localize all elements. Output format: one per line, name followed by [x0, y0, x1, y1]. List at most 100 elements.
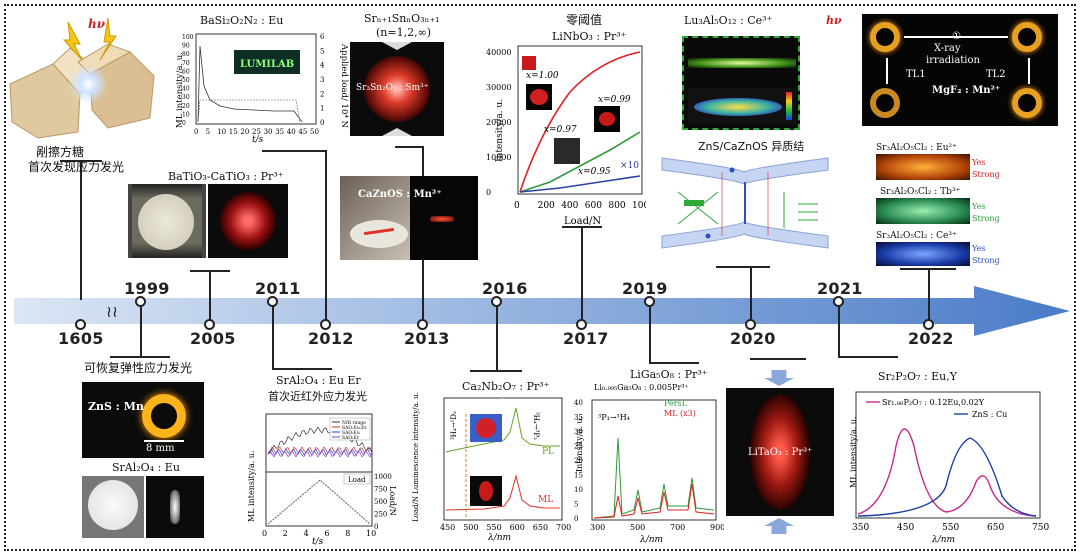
sugar-cubes-illustration: hν [9, 17, 155, 139]
liga-y-tick-5: 15 [574, 472, 583, 480]
node-2012 [320, 319, 331, 330]
label-2011-b: 首次近红外应力发光 [268, 390, 367, 403]
sral-er-legend-2: SAO:Eu [342, 430, 360, 436]
liga-sub: Li₀.₉₉₅Ga₅O₈ : 0.005Pr³⁺ [594, 383, 689, 392]
year-2019: 2019 [622, 279, 668, 298]
basi-y-tick-6: 40 [182, 86, 190, 93]
label-1999: 可恢复弹性应力发光 [84, 361, 193, 375]
down-arrow [764, 370, 794, 386]
sral-er-legend-0: NIR range [342, 420, 366, 426]
figure-frame [4, 4, 1076, 551]
litao-label: LiTaO₃ : Pr³⁺ [748, 447, 813, 458]
mgf2-xray: X-ray [934, 43, 961, 54]
label-2022-c: Sr₃Al₂O₅Cl₂ : Ce³⁺ [876, 231, 957, 241]
label-1605: 剐擦方糖 [36, 145, 85, 159]
zns-mn-photo: ZnS : Mn 8 mm [82, 382, 204, 458]
x099-label: x=0.99 [598, 95, 631, 105]
linbo-y-tick-4: 0 [486, 188, 491, 197]
srp-x-tick-3: 650 [987, 523, 1004, 533]
liga-y-tick-8: 0 [574, 515, 578, 523]
basi-x-tick-9: 45 [298, 128, 307, 136]
basi-x-tick-0: 0 [194, 128, 198, 136]
mgf2-tl2: TL2 [986, 69, 1006, 80]
sral-er-legend-3: SAO:Er [342, 435, 360, 441]
node-2021 [833, 296, 844, 307]
stem-2005 [209, 270, 211, 324]
hp-label: ³H₄→³P₂ [532, 412, 540, 440]
canb-x-tick-3: 600 [510, 523, 525, 532]
linbo-x-tick-0: 0 [514, 201, 520, 211]
basi-y-tick-9: 10 [182, 111, 190, 118]
year-2022: 2022 [908, 329, 954, 348]
linbo-y-tick-3: 10000 [486, 153, 511, 162]
ml-label: ML [538, 495, 553, 505]
node-2013 [417, 319, 428, 330]
strong-1: Strong [972, 170, 1000, 179]
mlx3-label: ML (x3) [664, 409, 696, 418]
basi-x-tick-4: 20 [240, 128, 249, 136]
basi-x-tick-5: 25 [252, 128, 261, 136]
node-2016 [491, 296, 502, 307]
stem-2012 [325, 150, 327, 324]
sralEr-y2-tick-2: 500 [374, 498, 387, 506]
basi-x-tick-1: 5 [206, 128, 210, 136]
sralEr-x-tick-4: 8 [345, 529, 350, 538]
liga-x-tick-3: 900 [710, 523, 724, 532]
bar-2021 [838, 356, 898, 358]
basi-x-tick-8: 40 [287, 128, 296, 136]
basi-y2-tick-5: 1 [320, 105, 324, 113]
label-2005: BaTiO₃-CaTiO₃ : Pr³⁺ [168, 170, 284, 183]
bar-2020 [716, 266, 770, 268]
basi-chart: 0 5 10 15 20 25 30 35 40 45 5010090807060504030201… [175, 33, 349, 144]
zns-mn-label: ZnS : Mn [88, 400, 144, 413]
node-2005 [204, 319, 215, 330]
liga-y-tick-0: 40 [574, 399, 583, 407]
stem-2016 [496, 306, 498, 372]
label-2020: ZnS/CaZnOS 异质结 [698, 140, 805, 153]
basi-y-tick-10: 0 [182, 120, 186, 127]
label-2019-b: LiGa₅O₈ : Pr³⁺ [630, 368, 708, 381]
x097-label: x=0.97 [544, 125, 577, 135]
liga-xlabel: λ/nm [639, 535, 663, 545]
sral-er-load-curve [267, 479, 371, 525]
liga-y-tick-7: 5 [574, 501, 578, 509]
linbo-xlabel: Load/N [564, 216, 601, 227]
basi-x-tick-3: 15 [229, 128, 238, 136]
svg-text:≀≀: ≀≀ [106, 302, 118, 321]
year-2020: 2020 [730, 329, 776, 348]
mgf2-tl1: TL1 [906, 69, 926, 80]
label-2019: Lu₃Al₅O₁₂ : Ce³⁺ [684, 14, 773, 27]
basi-x-tick-6: 30 [264, 128, 273, 136]
mgf2-label: MgF₂ : Mn²⁺ [932, 85, 1001, 96]
basi-y2-tick-4: 2 [320, 90, 324, 98]
basi-x-tick-2: 10 [217, 128, 226, 136]
basi-y-tick-7: 30 [182, 94, 190, 101]
lumilab-text: LUMILAB [240, 59, 294, 70]
x095-label: x=0.95 [578, 167, 611, 177]
yes-1: Yes [972, 158, 986, 167]
srsn-label: Srₙ₊₁SnₙO₃ₙ₊₁ [364, 12, 440, 25]
liga-chart: 300 500 700 900 40 35 30 25 20 15 10 5 0 Li₀.₉₉₅Ga₅O… [574, 383, 724, 545]
basi-x-tick-10: 50 [310, 128, 319, 136]
linbo-x-tick-5: 1000 [632, 201, 646, 211]
basi-y2label: Applied load/ 10⁴ N [339, 43, 349, 128]
persl-label: PersL [664, 399, 688, 408]
year-2011: 2011 [255, 279, 301, 298]
label-2012: BaSi₂O₂N₂ : Eu [200, 14, 284, 27]
liga-ylabel: Intensity/a. u. [575, 416, 584, 472]
liga-y-tick-6: 10 [574, 486, 583, 494]
sralEr-y2-tick-4: 0 [374, 523, 378, 531]
basi-y2-tick-0: 6 [320, 33, 325, 41]
linbo-x-tick-3: 600 [585, 201, 602, 211]
liga-y-tick-3: 25 [574, 443, 583, 451]
canb-x-tick-5: 700 [556, 523, 571, 532]
linbo-x-tick-2: 400 [561, 201, 578, 211]
liga-x-tick-1: 500 [630, 523, 645, 532]
canb-x-tick-0: 450 [440, 523, 455, 532]
timeline-arrow: ≀≀ [14, 286, 1070, 336]
srsn-inner-label: Sr₃Sn₂O₇ : Sm³⁺ [356, 83, 429, 93]
sral-er-legend-1: SAO:Eu,Er [342, 425, 367, 431]
x100-label: x=1.00 [526, 71, 559, 81]
luag-photo [682, 36, 800, 130]
sral2o4-disk-photo [82, 476, 144, 538]
